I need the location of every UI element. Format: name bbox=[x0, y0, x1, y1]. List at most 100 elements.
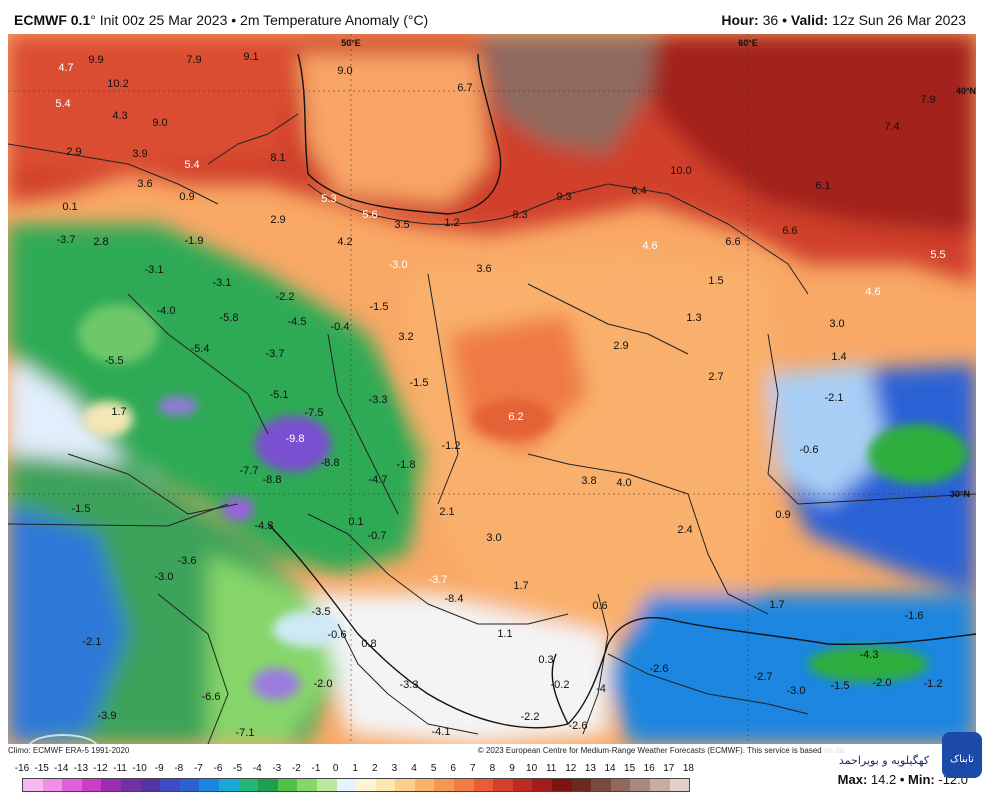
scale-tick: 11 bbox=[545, 763, 557, 774]
anomaly-value: -8.8 bbox=[320, 457, 340, 469]
title-left: ECMWF 0.1° Init 00z 25 Mar 2023 • 2m Tem… bbox=[14, 12, 428, 28]
channel-watermark: تابناک کهگیلویه و بویراحمد bbox=[824, 732, 982, 778]
scale-tick: 18 bbox=[682, 763, 694, 774]
anomaly-value: -2.7 bbox=[753, 671, 773, 683]
scale-tick: 3 bbox=[391, 763, 398, 774]
scale-swatch bbox=[179, 779, 200, 791]
coordinate-label: 60°E bbox=[738, 38, 758, 48]
anomaly-value: 1.7 bbox=[769, 599, 785, 611]
anomaly-value: 2.9 bbox=[613, 340, 629, 352]
anomaly-value: -5.5 bbox=[104, 355, 124, 367]
title-right: Hour: 36 • Valid: 12z Sun 26 Mar 2023 bbox=[721, 12, 966, 28]
scale-tick: 0 bbox=[332, 763, 339, 774]
anomaly-value: 10.0 bbox=[670, 165, 692, 177]
climo-note: Climo: ECMWF ERA-5 1991-2020 bbox=[8, 746, 130, 755]
scale-tick: -12 bbox=[93, 763, 108, 774]
anomaly-value: 5.4 bbox=[55, 98, 71, 110]
scale-tick: -6 bbox=[213, 763, 223, 774]
anomaly-value: -8.4 bbox=[444, 593, 464, 605]
scale-swatch bbox=[591, 779, 611, 791]
scale-swatch bbox=[316, 779, 337, 791]
anomaly-value: -2.6 bbox=[568, 720, 588, 732]
scale-swatch bbox=[62, 779, 82, 791]
anomaly-value: 4.3 bbox=[112, 110, 128, 122]
anomaly-value: -4.3 bbox=[859, 649, 879, 661]
anomaly-value: 6.6 bbox=[782, 225, 798, 237]
scale-tick: 4 bbox=[411, 763, 417, 774]
scale-tick: 16 bbox=[643, 763, 655, 774]
scale-tick: 8 bbox=[489, 763, 496, 774]
anomaly-value: -3.7 bbox=[428, 574, 448, 586]
anomaly-value: 1.5 bbox=[708, 275, 724, 287]
coordinate-label: 30°N bbox=[949, 489, 971, 499]
scale-tick: 17 bbox=[663, 763, 675, 774]
anomaly-value: -0.2 bbox=[550, 679, 570, 691]
copyright-note: © 2023 European Centre for Medium-Range … bbox=[477, 746, 844, 755]
scale-swatch bbox=[42, 779, 63, 791]
anomaly-value: 9.0 bbox=[152, 117, 168, 129]
anomaly-value: -1.5 bbox=[409, 377, 429, 389]
scale-tick: -10 bbox=[132, 763, 147, 774]
anomaly-value: 3.8 bbox=[581, 475, 597, 487]
anomaly-value: -1.8 bbox=[396, 459, 416, 471]
anomaly-value: 3.0 bbox=[486, 532, 502, 544]
anomaly-value: 1.1 bbox=[497, 628, 513, 640]
anomaly-value: 9.1 bbox=[243, 51, 259, 63]
scale-swatch bbox=[650, 779, 670, 791]
scale-swatch bbox=[277, 779, 298, 791]
svg-text:کهگیلویه و بویراحمد: کهگیلویه و بویراحمد bbox=[839, 754, 930, 767]
anomaly-value: 6.2 bbox=[508, 411, 524, 423]
anomaly-value: 6.4 bbox=[631, 185, 647, 197]
scale-tick: -5 bbox=[233, 763, 243, 774]
anomaly-value: 6.1 bbox=[815, 180, 831, 192]
model-name: ECMWF 0.1 bbox=[14, 12, 91, 28]
anomaly-value: -3.7 bbox=[56, 234, 76, 246]
anomaly-value: -8.8 bbox=[262, 474, 282, 486]
scale-swatch bbox=[297, 779, 317, 791]
anomaly-value: 3.6 bbox=[476, 263, 492, 275]
anomaly-value: 2.9 bbox=[66, 146, 82, 158]
anomaly-map: 50°E 60°E 40°N 30°N 4.7 9.9 10.2 7.9 9.1 9.0 6.7 5… bbox=[8, 34, 976, 744]
anomaly-value: 4.0 bbox=[616, 477, 632, 489]
anomaly-value: 7.9 bbox=[920, 94, 936, 106]
anomaly-value: -3.0 bbox=[154, 571, 174, 583]
anomaly-value: -3.1 bbox=[212, 277, 232, 289]
scale-swatch bbox=[434, 779, 455, 791]
anomaly-value: 4.2 bbox=[337, 236, 353, 248]
anomaly-value: 9.0 bbox=[337, 65, 353, 77]
anomaly-value: 3.6 bbox=[137, 178, 153, 190]
anomaly-value: -4.7 bbox=[368, 474, 388, 486]
scale-swatch bbox=[493, 779, 513, 791]
scale-tick: -13 bbox=[73, 763, 89, 774]
anomaly-value: -6.6 bbox=[201, 691, 221, 703]
anomaly-value: -0.7 bbox=[367, 530, 387, 542]
scale-swatch bbox=[258, 779, 278, 791]
anomaly-value: -2.2 bbox=[520, 711, 540, 723]
scale-swatch bbox=[454, 779, 474, 791]
scale-swatch bbox=[140, 779, 161, 791]
scale-tick: 15 bbox=[624, 763, 636, 774]
anomaly-value: 1.4 bbox=[831, 351, 847, 363]
anomaly-value: -4.0 bbox=[156, 305, 176, 317]
anomaly-value: 5.4 bbox=[184, 159, 200, 171]
anomaly-value: 6.7 bbox=[457, 82, 473, 94]
scale-swatch bbox=[630, 779, 650, 791]
scale-tick: -15 bbox=[34, 763, 49, 774]
scale-tick: 14 bbox=[604, 763, 616, 774]
scale-tick: 13 bbox=[584, 763, 596, 774]
scale-swatch bbox=[81, 779, 102, 791]
scale-swatch bbox=[610, 779, 631, 791]
anomaly-value: 3.0 bbox=[829, 318, 845, 330]
anomaly-value: 10.2 bbox=[107, 78, 129, 90]
scale-tick: 5 bbox=[430, 763, 437, 774]
scale-tick: -2 bbox=[291, 763, 301, 774]
scale-tick: 10 bbox=[526, 763, 538, 774]
anomaly-value: -5.8 bbox=[219, 312, 239, 324]
anomaly-value: -9.8 bbox=[285, 433, 305, 445]
anomaly-value: 0.9 bbox=[179, 191, 195, 203]
anomaly-value: -2.0 bbox=[313, 678, 333, 690]
scale-swatch bbox=[336, 779, 357, 791]
coordinate-label: 50°E bbox=[341, 38, 361, 48]
hour-label: Hour: bbox=[721, 12, 759, 28]
anomaly-value: 1.2 bbox=[444, 217, 460, 229]
